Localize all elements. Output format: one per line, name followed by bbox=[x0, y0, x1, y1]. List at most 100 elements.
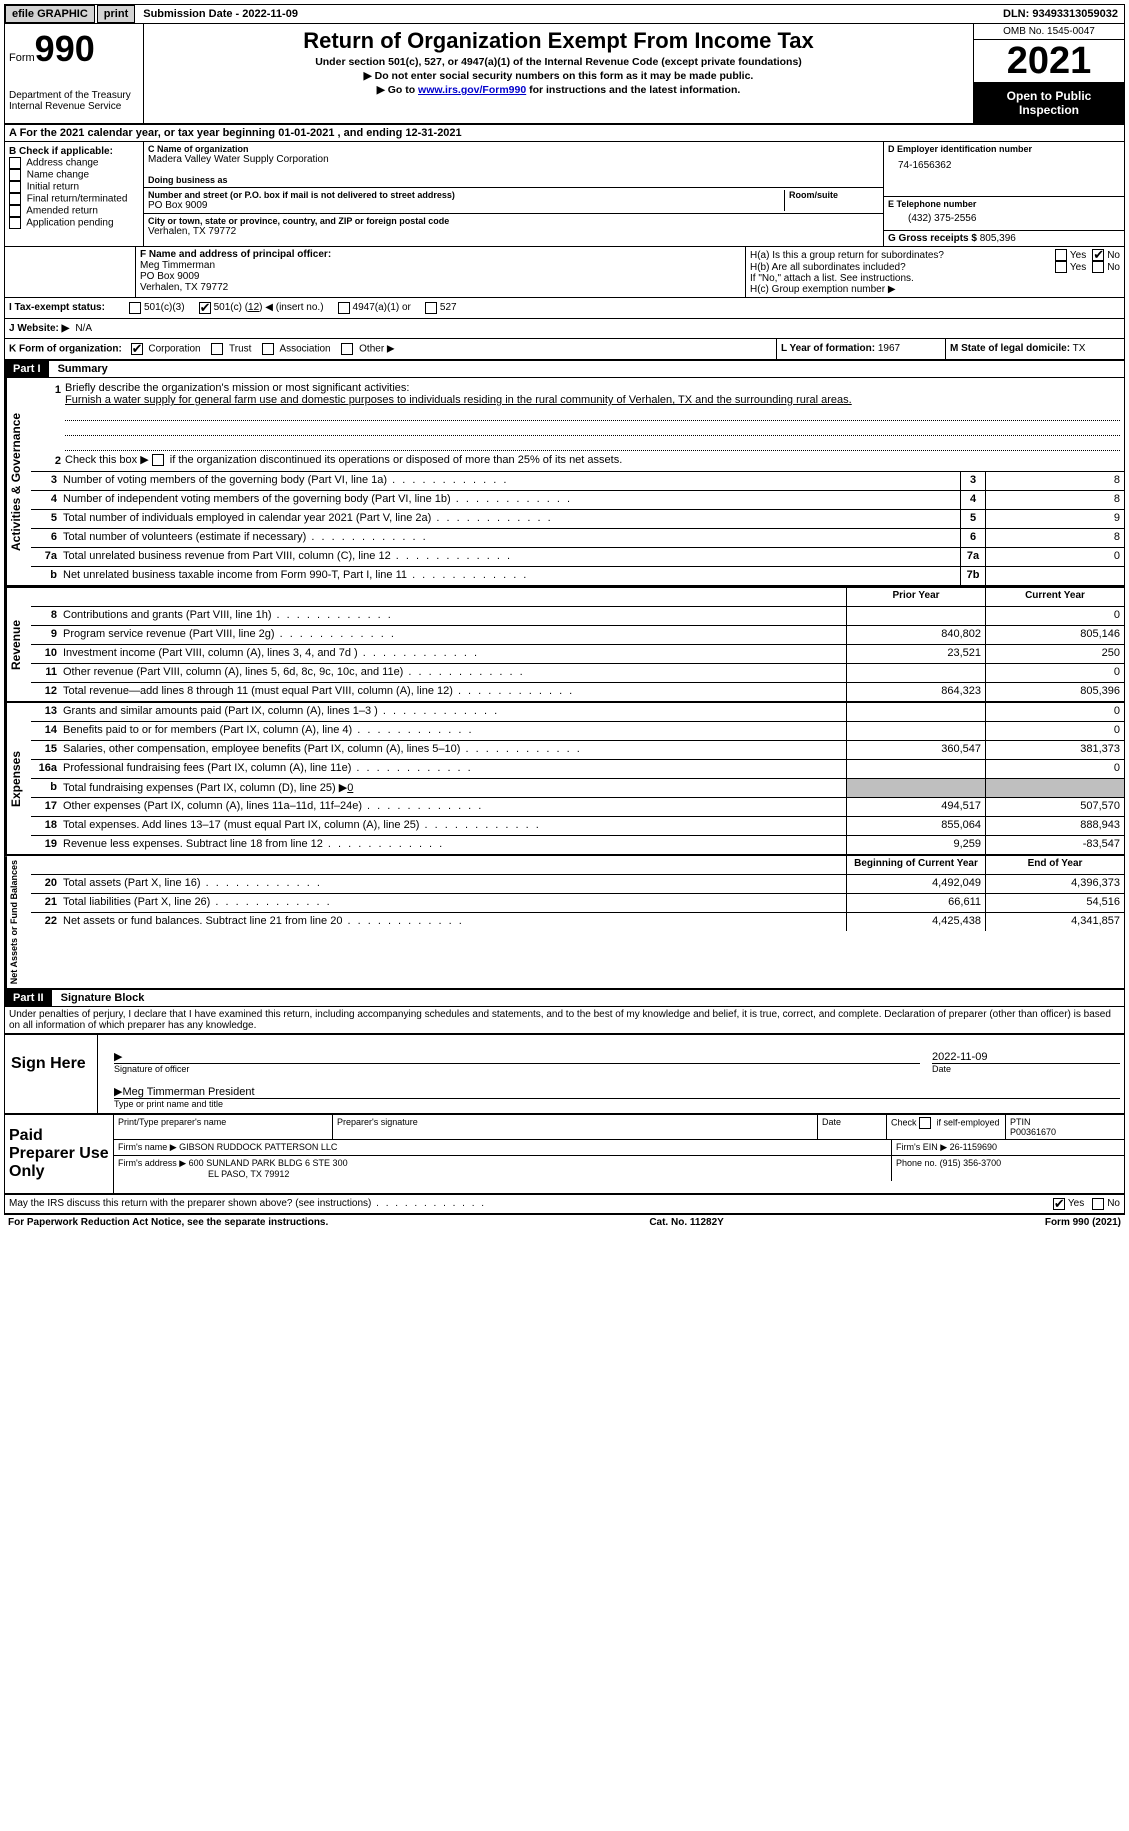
footer-right: Form 990 (2021) bbox=[1045, 1217, 1121, 1228]
self-emp-checkbox[interactable] bbox=[919, 1117, 931, 1129]
line-k-label: K Form of organization: bbox=[9, 344, 122, 355]
sign-block: Sign Here Signature of officer 2022-11-0… bbox=[4, 1033, 1125, 1114]
ha-no-checkbox[interactable] bbox=[1092, 249, 1104, 261]
block-d: D Employer identification number 74-1656… bbox=[883, 142, 1125, 246]
table-row: 18Total expenses. Add lines 13–17 (must … bbox=[31, 816, 1124, 835]
irs-link[interactable]: www.irs.gov/Form990 bbox=[418, 84, 526, 96]
print-button[interactable]: print bbox=[97, 5, 135, 23]
ha-label: H(a) Is this a group return for subordin… bbox=[750, 250, 1055, 261]
city-label: City or town, state or province, country… bbox=[148, 216, 879, 226]
dln-value: 93493313059032 bbox=[1032, 8, 1118, 20]
inspection-label: Open to Public Inspection bbox=[974, 83, 1124, 123]
checkbox[interactable] bbox=[9, 205, 21, 217]
block-b-option: Application pending bbox=[9, 217, 139, 229]
table-row: 4Number of independent voting members of… bbox=[31, 490, 1124, 509]
checkbox[interactable] bbox=[9, 157, 21, 169]
efile-button[interactable]: efile GRAPHIC bbox=[5, 5, 95, 23]
irs-label: Internal Revenue Service bbox=[9, 101, 139, 112]
corp-label: Corporation bbox=[148, 344, 200, 355]
discuss-yes-checkbox[interactable] bbox=[1053, 1198, 1065, 1210]
trust-checkbox[interactable] bbox=[211, 343, 223, 355]
col-prior: Prior Year bbox=[846, 588, 985, 606]
hb-no: No bbox=[1107, 262, 1120, 273]
website-value: N/A bbox=[75, 323, 92, 334]
col-boy: Beginning of Current Year bbox=[846, 856, 985, 874]
ha-yes-checkbox[interactable] bbox=[1055, 249, 1067, 261]
assoc-label: Association bbox=[279, 344, 330, 355]
assoc-checkbox[interactable] bbox=[262, 343, 274, 355]
checkbox[interactable] bbox=[9, 193, 21, 205]
part2-num: Part II bbox=[5, 990, 52, 1006]
l2-text2: if the organization discontinued its ope… bbox=[167, 454, 623, 466]
firm-phone-cell: Phone no. (915) 356-3700 bbox=[892, 1156, 1124, 1181]
org-name: Madera Valley Water Supply Corporation bbox=[148, 154, 879, 165]
vlabel-ag: Activities & Governance bbox=[5, 378, 31, 585]
527-checkbox[interactable] bbox=[425, 302, 437, 314]
dept-label: Department of the Treasury bbox=[9, 90, 139, 101]
table-row: 22Net assets or fund balances. Subtract … bbox=[31, 912, 1124, 931]
form-title: Return of Organization Exempt From Incom… bbox=[152, 28, 965, 54]
l2-checkbox[interactable] bbox=[152, 454, 164, 466]
discuss-text: May the IRS discuss this return with the… bbox=[9, 1198, 1053, 1210]
ag-content: 1 Briefly describe the organization's mi… bbox=[31, 378, 1124, 585]
firm-name: GIBSON RUDDOCK PATTERSON LLC bbox=[179, 1142, 337, 1152]
expenses-section: Expenses 13Grants and similar amounts pa… bbox=[4, 701, 1125, 854]
block-b-option: Initial return bbox=[9, 181, 139, 193]
table-row: 16aProfessional fundraising fees (Part I… bbox=[31, 759, 1124, 778]
line-m-label: M State of legal domicile: bbox=[950, 343, 1070, 354]
ha-yes: Yes bbox=[1070, 250, 1086, 261]
firm-name-cell: Firm's name ▶ GIBSON RUDDOCK PATTERSON L… bbox=[114, 1140, 892, 1155]
table-row: bTotal fundraising expenses (Part IX, co… bbox=[31, 778, 1124, 797]
vlabel-exp: Expenses bbox=[5, 703, 31, 854]
501c-val: 12 bbox=[248, 302, 259, 314]
city-value: Verhalen, TX 79772 bbox=[148, 226, 879, 237]
firm-ein: 26-1159690 bbox=[950, 1142, 997, 1152]
hb-yes: Yes bbox=[1070, 262, 1086, 273]
firm-addr2: EL PASO, TX 79912 bbox=[208, 1169, 289, 1179]
501c-checkbox[interactable] bbox=[199, 302, 211, 314]
corp-checkbox[interactable] bbox=[131, 343, 143, 355]
state-domicile: TX bbox=[1073, 343, 1086, 354]
sub-date: 2022-11-09 bbox=[242, 8, 298, 20]
4947-checkbox[interactable] bbox=[338, 302, 350, 314]
part1-num: Part I bbox=[5, 361, 49, 377]
line-klm: K Form of organization: Corporation Trus… bbox=[4, 338, 1125, 359]
hb-no-checkbox[interactable] bbox=[1092, 261, 1104, 273]
tel-cell: E Telephone number (432) 375-2556 bbox=[884, 197, 1124, 231]
year-formation: 1967 bbox=[878, 343, 900, 354]
line-l-label: L Year of formation: bbox=[781, 343, 875, 354]
sig-name-caption: Type or print name and title bbox=[114, 1099, 1120, 1109]
527-label: 527 bbox=[440, 302, 457, 314]
line-j: J Website: ▶ N/A bbox=[4, 318, 1125, 338]
cal-pre: A For the 2021 calendar year, or tax yea… bbox=[9, 127, 278, 139]
org-name-cell: C Name of organization Madera Valley Wat… bbox=[144, 142, 883, 188]
hb-yes-checkbox[interactable] bbox=[1055, 261, 1067, 273]
prep-date-label: Date bbox=[818, 1115, 887, 1139]
table-row: 9Program service revenue (Part VIII, lin… bbox=[31, 625, 1124, 644]
table-row: 6Total number of volunteers (estimate if… bbox=[31, 528, 1124, 547]
501c3-checkbox[interactable] bbox=[129, 302, 141, 314]
sig-officer-caption: Signature of officer bbox=[114, 1064, 920, 1074]
revenue-section: Revenue Prior Year Current Year 8Contrib… bbox=[4, 587, 1125, 701]
checkbox[interactable] bbox=[9, 217, 21, 229]
other-checkbox[interactable] bbox=[341, 343, 353, 355]
sig-date-caption: Date bbox=[932, 1064, 1120, 1074]
l1-label: Briefly describe the organization's miss… bbox=[65, 382, 409, 394]
submission-date-label: Submission Date - 2022-11-09 bbox=[137, 6, 304, 22]
sig-officer-line bbox=[114, 1039, 920, 1064]
calendar-year-row: A For the 2021 calendar year, or tax yea… bbox=[4, 123, 1125, 141]
firm-ein-cell: Firm's EIN ▶ 26-1159690 bbox=[892, 1140, 1124, 1155]
table-row: 5Total number of individuals employed in… bbox=[31, 509, 1124, 528]
ptin-value: P00361670 bbox=[1010, 1127, 1120, 1137]
discuss-no-checkbox[interactable] bbox=[1092, 1198, 1104, 1210]
cal-mid: , and ending bbox=[338, 127, 406, 139]
ein-label: D Employer identification number bbox=[888, 144, 1120, 154]
block-f-label: F Name and address of principal officer: bbox=[140, 249, 741, 260]
checkbox[interactable] bbox=[9, 181, 21, 193]
firm-ein-label: Firm's EIN ▶ bbox=[896, 1142, 947, 1152]
gross-value: 805,396 bbox=[980, 233, 1016, 244]
penalty-text: Under penalties of perjury, I declare th… bbox=[4, 1006, 1125, 1033]
tel-value: (432) 375-2556 bbox=[888, 209, 1120, 228]
subtitle-3: ▶ Go to www.irs.gov/Form990 for instruct… bbox=[152, 84, 965, 96]
checkbox[interactable] bbox=[9, 169, 21, 181]
